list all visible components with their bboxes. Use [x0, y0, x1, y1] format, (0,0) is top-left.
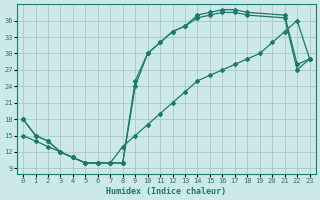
X-axis label: Humidex (Indice chaleur): Humidex (Indice chaleur) [106, 187, 226, 196]
